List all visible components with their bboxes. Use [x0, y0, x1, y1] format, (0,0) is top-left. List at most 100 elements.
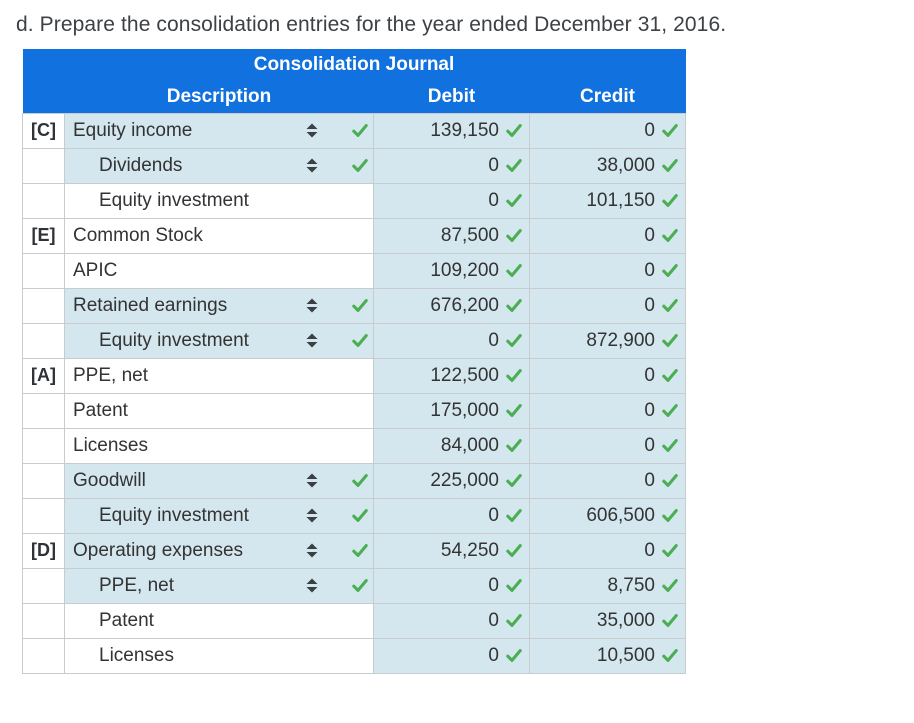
check-icon — [352, 159, 368, 172]
journal-row: [D] Operating expenses 54,250 — [22, 532, 686, 569]
description-select[interactable]: Dividends — [64, 147, 374, 184]
debit-cell[interactable]: 676,200 — [373, 287, 530, 324]
debit-cell[interactable]: 122,500 — [373, 357, 530, 394]
description-cell: Common Stock — [64, 217, 374, 254]
journal-row: Equity investment 0 — [22, 497, 686, 534]
entry-label — [22, 287, 65, 324]
check-icon — [662, 439, 678, 452]
description-select[interactable]: Equity income — [64, 112, 374, 149]
debit-cell[interactable]: 109,200 — [373, 252, 530, 289]
entry-label — [22, 497, 65, 534]
check-icon — [506, 509, 522, 522]
sort-arrows-icon — [306, 158, 318, 173]
journal-row: Patent 175,000 — [22, 392, 686, 429]
check-icon — [352, 124, 368, 137]
credit-value: 0 — [644, 259, 655, 281]
description-text: Equity investment — [99, 329, 249, 351]
description-select[interactable]: Goodwill — [64, 462, 374, 499]
description-text: Dividends — [99, 154, 183, 176]
debit-column-header: Debit — [373, 81, 530, 113]
entry-label — [22, 602, 65, 639]
entry-label: [A] — [22, 357, 65, 394]
debit-value: 122,500 — [430, 364, 499, 386]
page-title: d. Prepare the consolidation entries for… — [16, 13, 727, 36]
journal-row: [C] Equity income 139,150 — [22, 112, 686, 149]
credit-cell[interactable]: 10,500 — [529, 637, 686, 674]
credit-cell[interactable]: 38,000 — [529, 147, 686, 184]
credit-cell[interactable]: 872,900 — [529, 322, 686, 359]
check-icon — [506, 264, 522, 277]
credit-value: 0 — [644, 364, 655, 386]
credit-value: 0 — [644, 469, 655, 491]
debit-cell[interactable]: 0 — [373, 322, 530, 359]
description-cell: Equity investment — [64, 182, 374, 219]
journal-body: [C] Equity income 139,150 — [22, 112, 686, 674]
credit-value: 101,150 — [586, 189, 655, 211]
check-icon — [506, 369, 522, 382]
debit-value: 0 — [488, 329, 499, 351]
credit-cell[interactable]: 0 — [529, 462, 686, 499]
sort-arrows-icon — [306, 298, 318, 313]
description-text: Equity investment — [99, 189, 249, 211]
description-select[interactable]: Equity investment — [64, 497, 374, 534]
description-text: Licenses — [73, 434, 148, 456]
credit-cell[interactable]: 0 — [529, 392, 686, 429]
journal-row: Licenses 84,000 — [22, 427, 686, 464]
description-text: Equity income — [73, 119, 193, 141]
description-text: PPE, net — [99, 574, 174, 596]
credit-cell[interactable]: 0 — [529, 112, 686, 149]
description-select[interactable]: Equity investment — [64, 322, 374, 359]
credit-cell[interactable]: 101,150 — [529, 182, 686, 219]
credit-cell[interactable]: 0 — [529, 532, 686, 569]
description-select[interactable]: Retained earnings — [64, 287, 374, 324]
debit-value: 0 — [488, 574, 499, 596]
credit-cell[interactable]: 0 — [529, 252, 686, 289]
description-text: Patent — [73, 399, 128, 421]
debit-value: 139,150 — [430, 119, 499, 141]
debit-cell[interactable]: 87,500 — [373, 217, 530, 254]
sort-arrows-icon — [306, 508, 318, 523]
debit-value: 0 — [488, 644, 499, 666]
credit-cell[interactable]: 0 — [529, 427, 686, 464]
credit-value: 0 — [644, 119, 655, 141]
entry-label: [E] — [22, 217, 65, 254]
credit-value: 35,000 — [596, 609, 655, 631]
debit-value: 225,000 — [430, 469, 499, 491]
check-icon — [506, 194, 522, 207]
credit-cell[interactable]: 0 — [529, 217, 686, 254]
debit-cell[interactable]: 0 — [373, 497, 530, 534]
check-icon — [506, 334, 522, 347]
debit-cell[interactable]: 84,000 — [373, 427, 530, 464]
check-icon — [662, 579, 678, 592]
journal-row: PPE, net 0 — [22, 567, 686, 604]
debit-cell[interactable]: 54,250 — [373, 532, 530, 569]
credit-cell[interactable]: 0 — [529, 287, 686, 324]
check-icon — [662, 264, 678, 277]
entry-label — [22, 637, 65, 674]
debit-cell[interactable]: 225,000 — [373, 462, 530, 499]
debit-cell[interactable]: 0 — [373, 637, 530, 674]
entry-label: [D] — [22, 532, 65, 569]
debit-cell[interactable]: 139,150 — [373, 112, 530, 149]
description-select[interactable]: Operating expenses — [64, 532, 374, 569]
debit-cell[interactable]: 0 — [373, 182, 530, 219]
debit-cell[interactable]: 175,000 — [373, 392, 530, 429]
debit-cell[interactable]: 0 — [373, 567, 530, 604]
check-icon — [506, 124, 522, 137]
credit-value: 0 — [644, 294, 655, 316]
description-cell: Patent — [64, 392, 374, 429]
credit-cell[interactable]: 0 — [529, 357, 686, 394]
debit-cell[interactable]: 0 — [373, 147, 530, 184]
description-select[interactable]: PPE, net — [64, 567, 374, 604]
credit-cell[interactable]: 8,750 — [529, 567, 686, 604]
credit-cell[interactable]: 606,500 — [529, 497, 686, 534]
check-icon — [662, 614, 678, 627]
check-icon — [506, 544, 522, 557]
label-column-header — [22, 81, 65, 113]
check-icon — [662, 334, 678, 347]
debit-cell[interactable]: 0 — [373, 602, 530, 639]
credit-cell[interactable]: 35,000 — [529, 602, 686, 639]
check-icon — [506, 299, 522, 312]
check-icon — [506, 159, 522, 172]
credit-value: 8,750 — [607, 574, 655, 596]
